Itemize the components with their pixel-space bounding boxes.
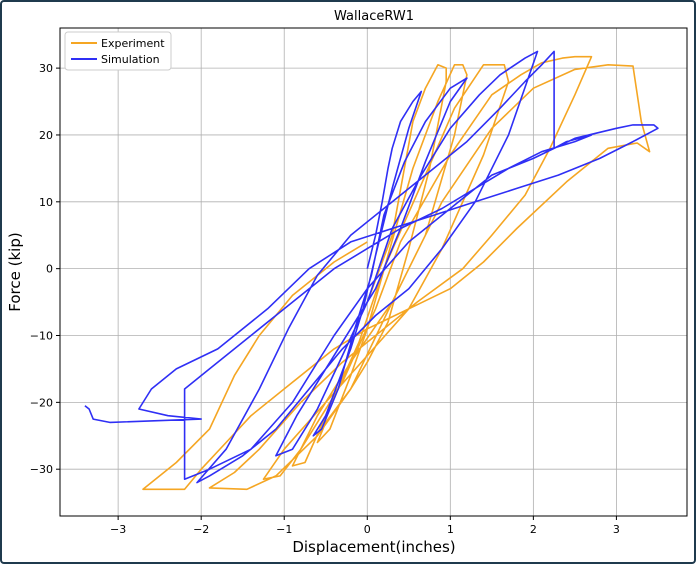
y-tick-label: 20 [39, 129, 53, 142]
chart-title: WallaceRW1 [334, 9, 414, 24]
legend-label-simulation: Simulation [101, 53, 160, 66]
x-axis-label: Displacement(inches) [292, 538, 455, 556]
y-tick-label: −20 [30, 396, 53, 409]
y-axis-label: Force (kip) [6, 232, 24, 311]
x-tick-label: 3 [613, 523, 620, 536]
series-line-experiment [142, 55, 651, 491]
y-tick-label: −30 [30, 463, 53, 476]
y-tick-label: −10 [30, 330, 53, 343]
grid [60, 28, 687, 516]
plot-area-border [59, 27, 688, 517]
series-layer [84, 50, 659, 491]
y-tick-label: 0 [46, 263, 53, 276]
y-tick-label: 30 [39, 62, 53, 75]
x-tick-label: −3 [110, 523, 126, 536]
legend: Experiment Simulation [64, 31, 172, 71]
legend-label-experiment: Experiment [101, 37, 165, 50]
x-tick-label: 2 [530, 523, 537, 536]
x-tick-label: 1 [447, 523, 454, 536]
series-line-simulation [84, 50, 659, 484]
x-tick-label: −1 [276, 523, 292, 536]
x-tick-label: −2 [193, 523, 209, 536]
y-tick-label: 10 [39, 196, 53, 209]
x-tick-label: 0 [364, 523, 371, 536]
legend-box [64, 31, 172, 71]
